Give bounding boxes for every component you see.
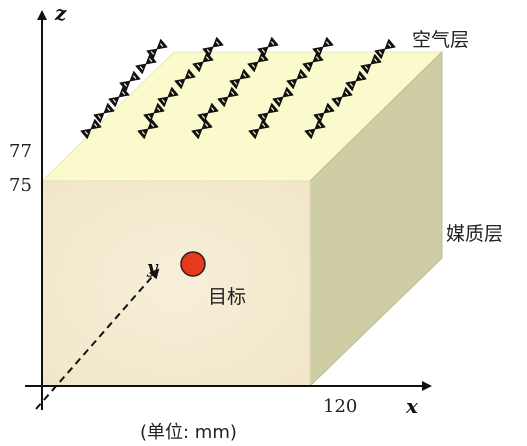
bowtie-antenna-icon	[137, 118, 159, 140]
bowtie-antenna-icon	[202, 36, 224, 58]
bowtie-antenna-icon	[247, 51, 269, 73]
bowtie-antenna-icon	[217, 86, 239, 108]
bowtie-antenna-icon	[312, 36, 334, 58]
bowtie-antenna-icon	[360, 53, 382, 75]
bowtie-antenna-icon	[80, 118, 102, 140]
bowtie-antenna-icon	[257, 102, 279, 124]
bowtie-antenna-icon	[248, 118, 270, 140]
y-axis-label: y	[146, 257, 159, 278]
medium-layer-label: 媒质层	[446, 223, 503, 245]
bowtie-antenna-icon	[331, 86, 353, 108]
bowtie-antenna-icon	[192, 51, 214, 73]
x-tick-120: 120	[323, 396, 357, 417]
z-axis-label: z	[54, 1, 67, 25]
bowtie-antenna-icon	[313, 102, 335, 124]
z-tick-77: 77	[9, 141, 32, 162]
air-layer-label: 空气层	[412, 29, 469, 51]
bowtie-antenna-icon	[191, 118, 213, 140]
antenna-array	[80, 36, 396, 140]
bowtie-antenna-icon	[157, 86, 179, 108]
box-front-face	[41, 180, 311, 387]
bowtie-antenna-icon	[174, 68, 196, 90]
bowtie-antenna-icon	[197, 102, 219, 124]
bowtie-antenna-icon	[302, 51, 324, 73]
unit-label: (单位: mm)	[140, 422, 237, 443]
bowtie-antenna-icon	[229, 68, 251, 90]
bowtie-antenna-icon	[108, 86, 130, 108]
bowtie-antenna-icon	[304, 118, 326, 140]
bowtie-antenna-icon	[374, 38, 396, 60]
bowtie-antenna-icon	[272, 86, 294, 108]
bowtie-antenna-icon	[286, 68, 308, 90]
target-label: 目标	[208, 286, 246, 308]
bowtie-antenna-icon	[345, 70, 367, 92]
z-tick-75: 75	[9, 175, 32, 196]
bowtie-antenna-icon	[135, 53, 157, 75]
target-marker	[180, 251, 206, 277]
bowtie-antenna-icon	[119, 70, 141, 92]
bowtie-antenna-icon	[143, 102, 165, 124]
x-axis-label: x	[405, 394, 419, 418]
y-axis	[35, 268, 160, 410]
bowtie-antenna-icon	[93, 102, 115, 124]
